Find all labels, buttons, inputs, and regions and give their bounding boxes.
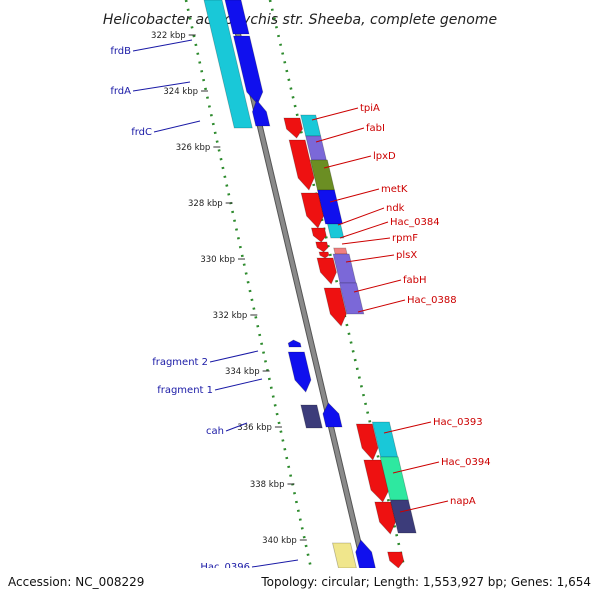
gene-label-right: rpmF <box>392 233 418 244</box>
tick-label: 324 kbp <box>163 87 198 97</box>
tick-label: 322 kbp <box>151 31 186 41</box>
leader-line-right <box>316 128 364 142</box>
leader-line-right <box>342 238 390 244</box>
gene-label-right: fabI <box>366 123 385 134</box>
gene-feature <box>333 543 357 568</box>
gene-label-right: metK <box>381 184 408 195</box>
gene-label-right: lpxD <box>373 151 396 162</box>
tick-labels: 322 kbp 324 kbp 326 kbp 328 kbp 330 kbp 332 k… <box>151 31 307 546</box>
gene-feature <box>316 242 328 252</box>
gene-label-left: frdA <box>110 86 131 97</box>
map-title: Helicobacter acinonychis str. Sheeba, co… <box>103 12 497 28</box>
tick-label: 332 kbp <box>213 311 248 321</box>
gene-label-right: Hac_0388 <box>407 295 457 306</box>
leader-line-left <box>210 351 258 362</box>
leader-line-right <box>324 156 371 168</box>
gene-label-left: cah <box>206 426 224 437</box>
gene-feature <box>288 340 301 347</box>
gene-feature <box>333 254 356 283</box>
leader-line-right <box>346 255 394 262</box>
tick-label: 334 kbp <box>225 367 260 377</box>
gene-feature <box>311 228 326 242</box>
gene-feature <box>288 352 311 392</box>
gene-feature <box>284 118 303 138</box>
gene-label-left: frdC <box>131 127 152 138</box>
gene-feature <box>301 405 322 428</box>
leader-line-right <box>338 208 384 225</box>
gene-feature <box>319 252 329 258</box>
gene-label-right: tpiA <box>360 103 380 114</box>
gene-feature <box>390 500 416 533</box>
gene-label-right: napA <box>450 496 476 507</box>
gene-feature <box>252 100 269 126</box>
gene-feature <box>356 540 376 568</box>
leader-line-left <box>133 40 192 51</box>
gene-label-left: fragment 1 <box>157 385 213 396</box>
tick-label: 340 kbp <box>262 536 297 546</box>
tick-label: 330 kbp <box>200 255 235 265</box>
gene-label-right: fabH <box>403 275 427 286</box>
leader-line-left <box>215 379 262 390</box>
gene-label-right: Hac_0384 <box>390 217 440 228</box>
tick-label: 338 kbp <box>250 480 285 490</box>
genome-info-text: Topology: circular; Length: 1,553,927 bp… <box>260 575 591 589</box>
leader-line-left <box>252 560 298 567</box>
accession-text: Accession: NC_008229 <box>8 575 144 589</box>
tick-label: 328 kbp <box>188 199 223 209</box>
gene-label-right: Hac_0393 <box>433 417 483 428</box>
leader-line-right <box>358 300 405 312</box>
gene-feature <box>388 552 404 568</box>
gene-label-left: fragment 2 <box>152 357 208 368</box>
gene-feature <box>334 248 347 254</box>
leader-line-right <box>340 222 388 238</box>
tick-label: 326 kbp <box>176 143 211 153</box>
gene-label-right: plsX <box>396 250 417 261</box>
leader-line-left <box>154 121 200 132</box>
gene-feature <box>328 224 344 238</box>
gene-feature <box>317 258 336 284</box>
leader-line-right <box>330 189 379 202</box>
gene-label-right: Hac_0394 <box>441 457 491 468</box>
gene-label-left: frdB <box>110 46 131 57</box>
leader-line-right <box>312 108 358 120</box>
gene-label-right: ndk <box>386 203 405 214</box>
leader-line-right <box>354 280 401 292</box>
